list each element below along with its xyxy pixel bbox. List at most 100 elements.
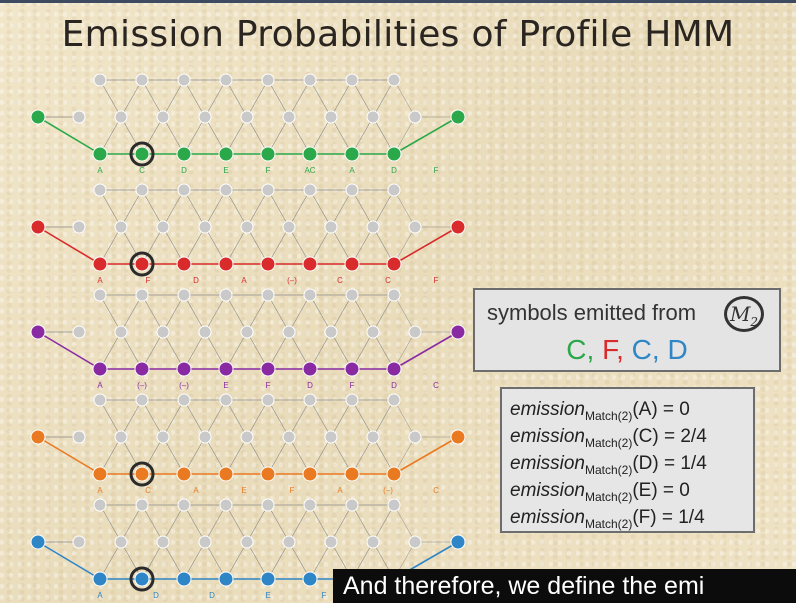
profile-hmm-diagrams: A C D E F AC A D FA F D A (–) C C FA (–) (–) E F D F D CA C A E F A(… (30, 73, 466, 600)
transition-edge (288, 504, 311, 543)
insert-state-node (72, 430, 86, 444)
emission-row: emissionMatch(2)(C) = 2/4 (510, 426, 707, 450)
transition-edge (225, 79, 248, 118)
insert-state-node (324, 110, 338, 124)
emission-value: (F) = 1/4 (632, 507, 705, 528)
delete-state-node (303, 393, 317, 407)
delete-state-node (219, 183, 233, 197)
insert-state-node (198, 535, 212, 549)
match-state-node (176, 571, 192, 587)
insert-state-node (114, 110, 128, 124)
transition-edge (183, 399, 206, 438)
transition-edge (393, 399, 416, 438)
match-state-node (344, 361, 360, 377)
delete-state-node (93, 393, 107, 407)
match-state-node (176, 466, 192, 482)
transition-edge (162, 79, 185, 118)
transition-edge (393, 436, 459, 475)
transition-edge (225, 294, 248, 333)
delete-state-node (387, 183, 401, 197)
delete-state-node (261, 393, 275, 407)
match-state-m2-circle: M2 (724, 296, 764, 332)
delete-state-node (93, 288, 107, 302)
window-top-bar (0, 0, 796, 3)
transition-edge (330, 294, 353, 333)
transition-edge (120, 504, 143, 543)
emitted-symbol-label: A (97, 166, 103, 175)
delete-state-node (261, 288, 275, 302)
transition-edge (351, 79, 374, 118)
emitted-symbol-label: F (146, 276, 151, 285)
insert-state-node (198, 110, 212, 124)
insert-state-node (156, 325, 170, 339)
end-state-node (450, 324, 466, 340)
delete-state-node (303, 288, 317, 302)
delete-state-node (135, 498, 149, 512)
transition-edge (162, 399, 185, 438)
emission-sub: Match(2) (584, 489, 633, 504)
transition-edge (267, 294, 290, 333)
start-state-node (30, 429, 46, 445)
emission-fn: emission (510, 480, 585, 501)
emitted-symbol-label: D (209, 591, 215, 600)
transition-edge (225, 399, 248, 438)
emission-row: emissionMatch(2)(E) = 0 (510, 480, 690, 504)
transition-edge (246, 399, 269, 438)
emitted-symbol-label: D (391, 381, 397, 390)
insert-state-node (366, 535, 380, 549)
symbol-1: F (602, 334, 617, 365)
transition-edge (372, 79, 395, 118)
symbol-0: C (566, 334, 587, 365)
emission-row: emissionMatch(2)(F) = 1/4 (510, 507, 705, 531)
transition-edge (141, 294, 164, 333)
delete-state-node (303, 183, 317, 197)
transition-edge (183, 504, 206, 543)
transition-edge (141, 79, 164, 118)
insert-state-node (282, 430, 296, 444)
transition-edge (267, 79, 290, 118)
transition-edge (309, 189, 332, 228)
delete-state-node (93, 183, 107, 197)
transition-edge (246, 504, 269, 543)
match-state-node (176, 361, 192, 377)
emission-sub: Match(2) (584, 462, 633, 477)
match-state-node (218, 146, 234, 162)
transition-edge (37, 331, 101, 370)
insert-state-node (198, 325, 212, 339)
hmm-row-purple: A (–) (–) E F D F D C (30, 288, 466, 390)
delete-state-node (387, 288, 401, 302)
transition-edge (393, 79, 416, 118)
start-state-node (30, 109, 46, 125)
delete-state-node (261, 183, 275, 197)
match-state-node (302, 466, 318, 482)
emitted-symbol-label: (–) (383, 486, 393, 495)
delete-state-node (261, 73, 275, 87)
insert-state-node (240, 220, 254, 234)
transition-edge (309, 399, 332, 438)
transition-edge (372, 399, 395, 438)
emitted-symbol-label: A (97, 381, 103, 390)
delete-state-node (387, 393, 401, 407)
emitted-symbol-label: F (350, 381, 355, 390)
emitted-symbol-label: D (153, 591, 159, 600)
transition-edge (99, 504, 122, 543)
emitted-symbol-label: D (181, 166, 187, 175)
transition-edge (99, 189, 122, 228)
transition-edge (37, 541, 101, 580)
insert-state-node (408, 535, 422, 549)
insert-state-node (240, 535, 254, 549)
match-state-node (302, 571, 318, 587)
start-state-node (30, 219, 46, 235)
m2-highlight-ring (129, 461, 155, 487)
emitted-symbol-label: F (290, 486, 295, 495)
transition-edge (267, 189, 290, 228)
insert-state-node (72, 535, 86, 549)
insert-state-node (366, 430, 380, 444)
delete-state-node (219, 73, 233, 87)
start-state-node (30, 324, 46, 340)
delete-state-node (135, 73, 149, 87)
insert-state-node (324, 325, 338, 339)
transition-edge (120, 399, 143, 438)
transition-edge (99, 79, 122, 118)
transition-edge (351, 399, 374, 438)
